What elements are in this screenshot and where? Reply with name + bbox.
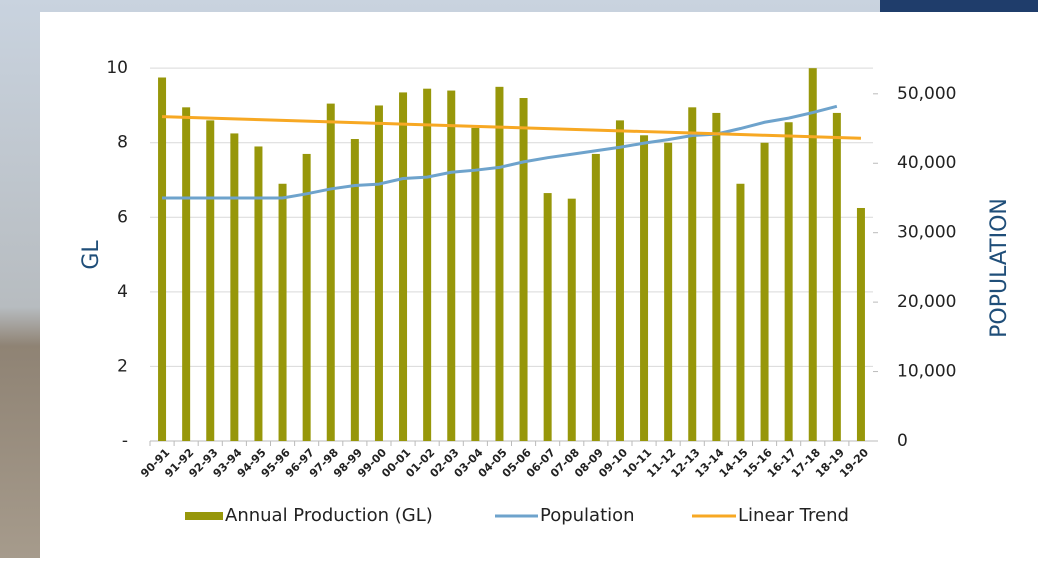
bar <box>712 113 720 441</box>
y2-tick-label: 50,000 <box>897 84 956 104</box>
corner-block <box>880 0 1038 12</box>
bar <box>833 113 841 441</box>
bar <box>568 199 576 441</box>
y-tick-label: - <box>122 431 128 451</box>
y-tick-label: 2 <box>117 356 128 376</box>
bar <box>447 91 455 441</box>
bar <box>206 120 214 441</box>
y2-tick-label: 0 <box>897 431 908 451</box>
y2-tick-label: 40,000 <box>897 153 956 173</box>
y2-tick-label: 30,000 <box>897 223 956 243</box>
bar <box>544 193 552 441</box>
y-tick-label: 10 <box>106 58 128 78</box>
bar <box>520 98 528 441</box>
bar <box>664 143 672 441</box>
bar <box>495 87 503 441</box>
bar <box>592 154 600 441</box>
bar <box>327 104 335 441</box>
bar <box>230 133 238 441</box>
page: {"chart_data": { "type": "bar", "categor… <box>0 0 1038 558</box>
y-tick-label: 6 <box>117 207 128 227</box>
legend-label: Linear Trend <box>738 505 849 526</box>
bar <box>688 107 696 441</box>
bar <box>279 184 287 441</box>
bar <box>303 154 311 441</box>
bar <box>471 128 479 441</box>
y-tick-label: 8 <box>117 133 128 153</box>
bar <box>809 68 817 441</box>
chart: GL POPULATION - 2 4 6 8 10 0 10,000 20,000 30,000… <box>0 0 1038 558</box>
bar <box>616 120 624 441</box>
bar <box>761 143 769 441</box>
y2-tick-label: 20,000 <box>897 292 956 312</box>
y-tick-label: 4 <box>117 282 128 302</box>
bar <box>375 105 383 441</box>
bar <box>857 208 865 441</box>
y-axis-label: GL <box>79 240 104 270</box>
y2-tick-label: 10,000 <box>897 362 956 382</box>
bar <box>254 146 262 441</box>
bar <box>158 78 166 441</box>
bar <box>423 89 431 441</box>
bar <box>399 92 407 441</box>
legend-label: Population <box>540 505 635 526</box>
bar <box>640 135 648 441</box>
y2-axis-label: POPULATION <box>987 198 1012 338</box>
legend-label: Annual Production (GL) <box>225 505 433 526</box>
bar <box>182 107 190 441</box>
bar <box>736 184 744 441</box>
bar <box>785 122 793 441</box>
